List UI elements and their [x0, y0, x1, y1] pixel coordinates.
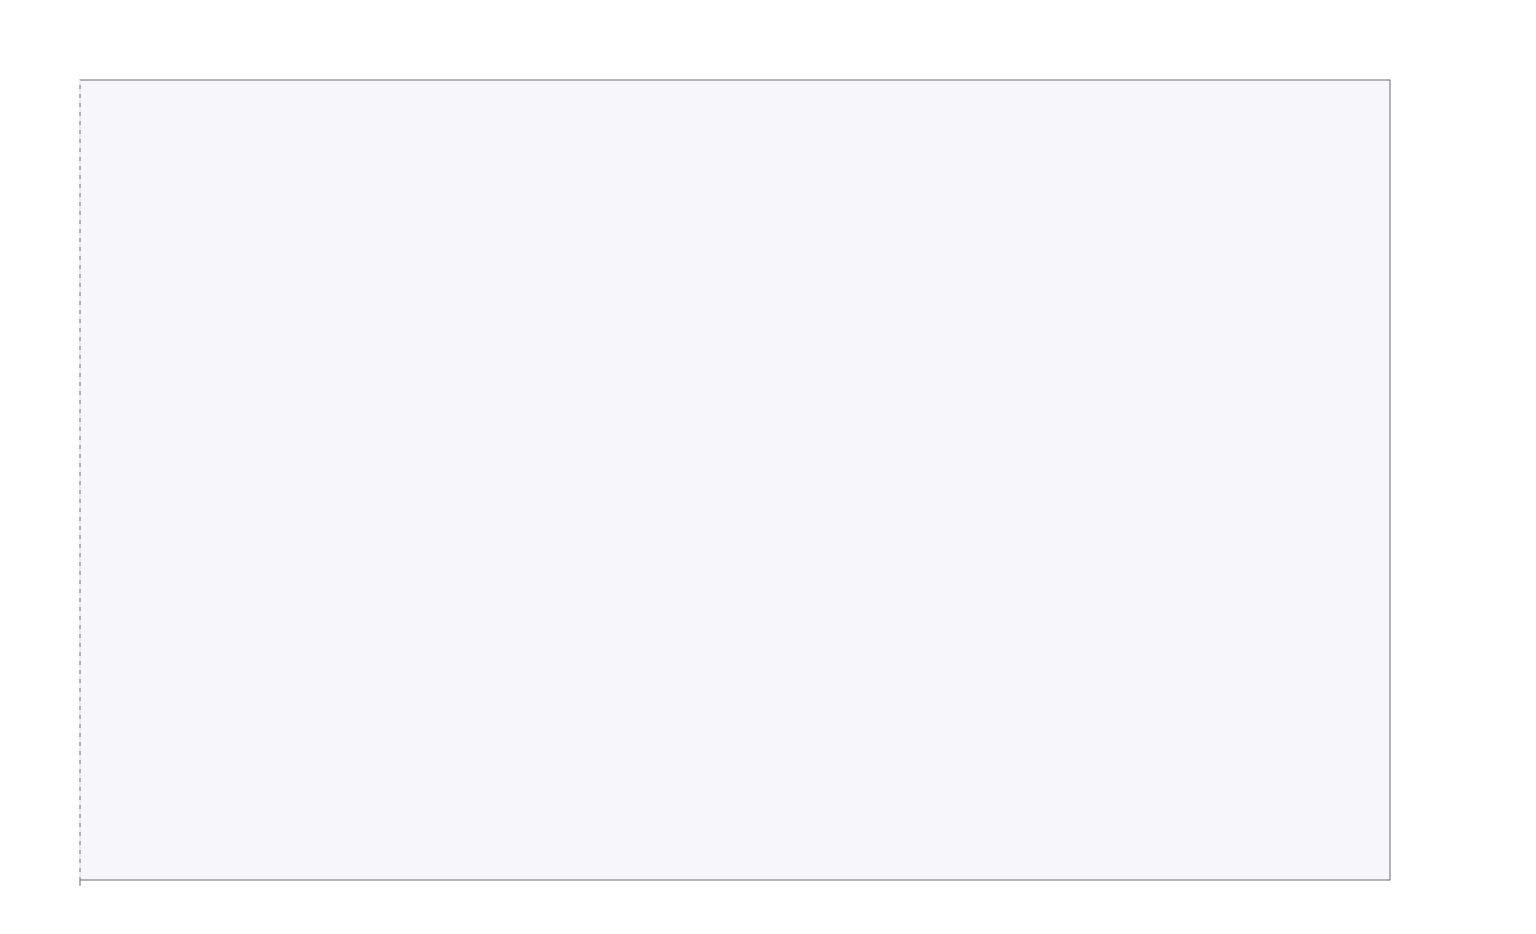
chart-svg	[0, 0, 1536, 934]
plot-area	[80, 80, 1390, 880]
chart-container	[0, 0, 1536, 934]
